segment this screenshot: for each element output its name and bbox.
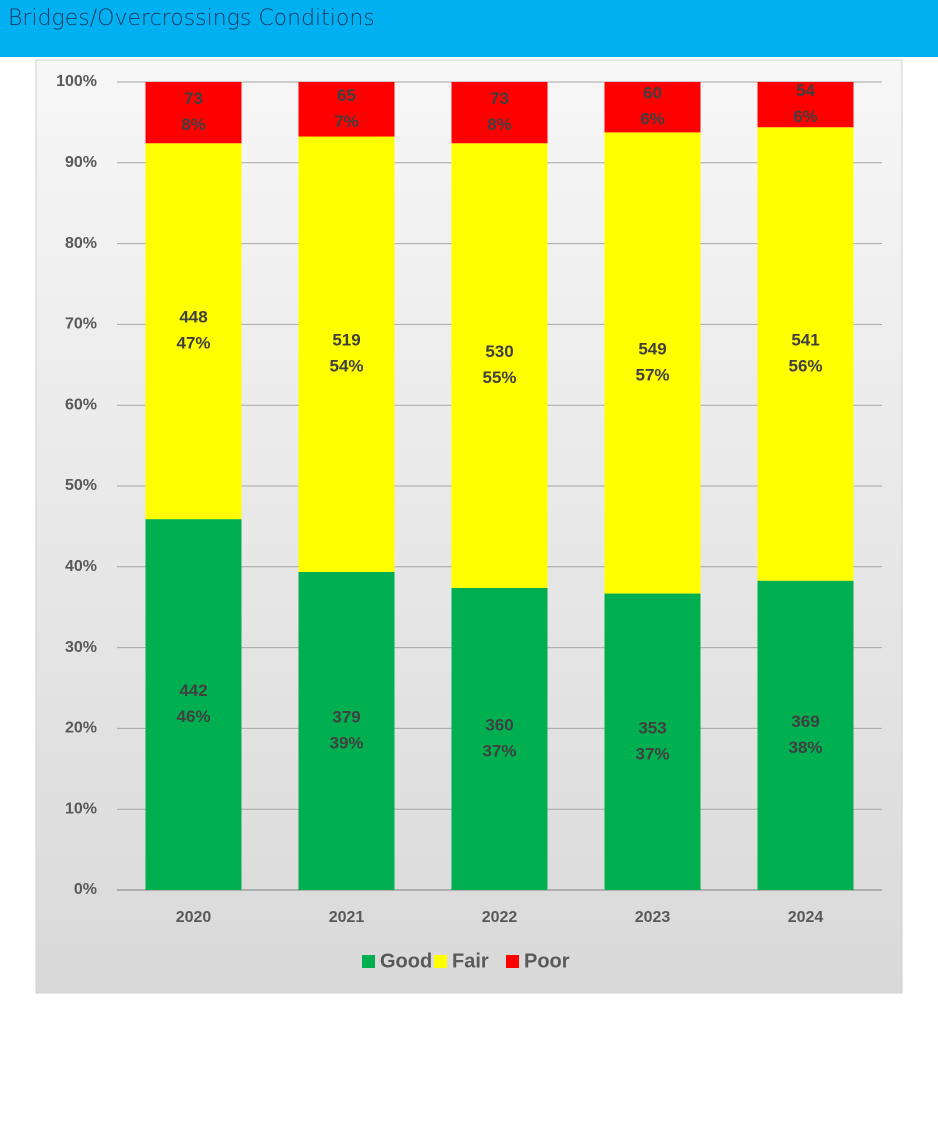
data-label-count: 353 xyxy=(638,718,666,737)
data-label-count: 379 xyxy=(332,707,360,726)
data-label-percent: 46% xyxy=(176,707,210,726)
data-label-percent: 57% xyxy=(635,365,669,384)
bar-segment xyxy=(757,82,854,128)
data-label-percent: 37% xyxy=(635,744,669,763)
y-tick-label: 80% xyxy=(65,235,97,252)
y-tick-label: 90% xyxy=(65,154,97,171)
y-tick-label: 100% xyxy=(56,73,97,90)
data-label-percent: 8% xyxy=(181,115,206,134)
y-tick-label: 20% xyxy=(65,720,97,737)
legend-swatch xyxy=(506,955,519,968)
data-label-count: 54 xyxy=(796,81,815,100)
x-tick-label: 2020 xyxy=(176,909,212,926)
bar-segment xyxy=(757,580,854,890)
data-label-count: 369 xyxy=(791,712,819,731)
data-label-percent: 55% xyxy=(482,368,516,387)
data-label-count: 60 xyxy=(643,84,662,103)
y-tick-label: 10% xyxy=(65,800,97,817)
bar-segment xyxy=(604,132,701,594)
bar-segment xyxy=(145,519,242,890)
data-label-count: 73 xyxy=(490,89,509,108)
x-tick-label: 2021 xyxy=(329,909,365,926)
data-label-percent: 47% xyxy=(176,334,210,353)
header-title: Bridges/Overcrossings Conditions xyxy=(8,6,375,31)
bar-segment xyxy=(451,143,548,588)
data-label-count: 541 xyxy=(791,330,819,349)
data-label-percent: 39% xyxy=(329,733,363,752)
legend-label: Fair xyxy=(452,950,489,972)
data-label-percent: 37% xyxy=(482,741,516,760)
x-tick-label: 2024 xyxy=(788,909,824,926)
bar-segment xyxy=(298,82,395,137)
data-label-count: 549 xyxy=(638,339,666,358)
bar-segment xyxy=(298,571,395,890)
data-label-count: 448 xyxy=(179,308,207,327)
data-label-percent: 54% xyxy=(329,357,363,376)
bar-segment xyxy=(451,587,548,890)
data-label-count: 442 xyxy=(179,681,207,700)
data-label-count: 73 xyxy=(184,89,203,108)
data-label-percent: 7% xyxy=(334,112,359,131)
bar-segment xyxy=(145,143,242,520)
data-label-count: 360 xyxy=(485,715,513,734)
x-tick-label: 2023 xyxy=(635,909,671,926)
bar-segment xyxy=(757,127,854,581)
data-label-percent: 56% xyxy=(788,356,822,375)
data-label-count: 530 xyxy=(485,342,513,361)
y-tick-label: 0% xyxy=(74,881,97,898)
bar-segment xyxy=(604,593,701,890)
legend-label: Poor xyxy=(524,950,570,972)
data-label-percent: 6% xyxy=(793,107,818,126)
y-tick-label: 70% xyxy=(65,316,97,333)
y-tick-label: 50% xyxy=(65,477,97,494)
y-tick-label: 60% xyxy=(65,396,97,413)
data-label-percent: 6% xyxy=(640,110,665,129)
bar-segment xyxy=(604,82,701,133)
bar-segment xyxy=(298,136,395,572)
data-label-count: 519 xyxy=(332,331,360,350)
bar-segment xyxy=(451,82,548,144)
data-label-percent: 38% xyxy=(788,738,822,757)
header: Bridges/Overcrossings Conditions xyxy=(0,0,938,57)
data-label-count: 65 xyxy=(337,86,356,105)
data-label-percent: 8% xyxy=(487,115,512,134)
x-tick-label: 2022 xyxy=(482,909,518,926)
legend-label: Good xyxy=(380,950,432,972)
bar-segment xyxy=(145,82,242,144)
y-tick-label: 40% xyxy=(65,558,97,575)
legend-swatch xyxy=(434,955,447,968)
legend-swatch xyxy=(362,955,375,968)
y-tick-label: 30% xyxy=(65,639,97,656)
